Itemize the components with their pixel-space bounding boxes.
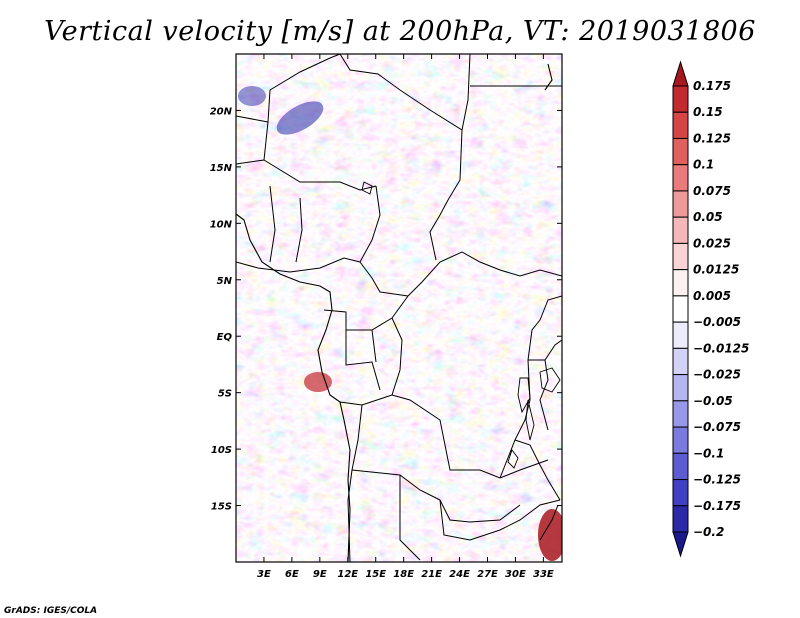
colorbar-label: 0.005 — [693, 289, 731, 303]
lon-tick-label: 9E — [313, 569, 327, 580]
longitude-axis: 3E 6E 9E 12E 15E 18E 21E 24E 27E 30E 33E — [257, 54, 554, 580]
strong-updraft-southeast — [538, 509, 562, 561]
colorbar-label: 0.125 — [693, 131, 731, 145]
lakes — [361, 181, 561, 469]
lon-tick-label: 21E — [421, 569, 442, 580]
colorbar-label: 0.1 — [693, 158, 714, 172]
lat-tick-label: 15N — [210, 163, 233, 174]
colorbar-label: 0.15 — [693, 105, 723, 119]
lon-tick-label: 15E — [365, 569, 386, 580]
lat-tick-label: 5N — [217, 276, 233, 287]
colorbar-segment — [672, 452, 689, 481]
colorbar-label: 0.075 — [693, 184, 731, 198]
downdraft-north — [238, 86, 266, 106]
coastline — [236, 63, 553, 562]
lat-tick-label: 20N — [210, 106, 233, 117]
colorbar-segment — [672, 505, 689, 533]
colorbar-label: −0.2 — [693, 525, 724, 539]
colorbar-label: 0.025 — [693, 236, 731, 250]
credit-label: GrADS: IGES/COLA — [4, 606, 97, 616]
colorbar-segment — [672, 111, 689, 139]
lat-tick-label: 10S — [211, 445, 232, 456]
colorbar-segment — [672, 295, 689, 323]
plot-frame — [235, 53, 563, 563]
lat-tick-label: 15S — [211, 502, 232, 513]
lon-tick-label: 27E — [477, 569, 498, 580]
lon-tick-label: 6E — [285, 569, 299, 580]
colorbar-label: 0.05 — [693, 210, 723, 224]
colorbar-segment — [672, 269, 689, 297]
lat-tick-label: EQ — [217, 332, 233, 343]
colorbar-segment — [672, 164, 689, 192]
colorbar-segment — [672, 242, 689, 271]
lon-tick-label: 33E — [533, 569, 554, 580]
colorbar-segment — [672, 426, 689, 454]
updraft-coast — [304, 372, 332, 392]
colorbar-label: −0.05 — [693, 394, 733, 408]
lat-tick-label: 10N — [210, 219, 233, 230]
colorbar: 0.175 0.15 0.125 0.1 0.075 0.05 0.025 0.0125 0.0… — [672, 60, 749, 558]
colorbar-label: −0.005 — [693, 315, 741, 329]
lon-tick-label: 24E — [449, 569, 470, 580]
downdraft-northwest — [276, 101, 324, 135]
colorbar-segment — [672, 321, 689, 349]
colorbar-label: −0.025 — [693, 368, 741, 382]
colorbar-label: −0.125 — [693, 473, 741, 487]
colorbar-min-arrow — [672, 531, 689, 558]
colorbar-label: −0.0125 — [693, 341, 749, 355]
latitude-axis: 20N 15N 10N 5N EQ 5S 10S 15S — [210, 106, 562, 513]
colorbar-label: −0.1 — [693, 446, 724, 460]
lon-tick-label: 12E — [337, 569, 358, 580]
colorbar-segment — [672, 400, 689, 428]
colorbar-segment — [672, 374, 689, 402]
colorbar-label: 0.175 — [693, 79, 731, 93]
colorbar-segment — [672, 347, 689, 376]
colorbar-segment — [672, 85, 689, 113]
colorbar-segment — [672, 137, 689, 166]
colorbar-segment — [672, 190, 689, 218]
plot-area — [236, 54, 562, 562]
colorbar-max-arrow — [672, 60, 689, 87]
lon-tick-label: 30E — [505, 569, 526, 580]
lon-tick-label: 3E — [257, 569, 271, 580]
colorbar-label: −0.175 — [693, 499, 741, 513]
colorbar-segment — [672, 479, 689, 507]
lon-tick-label: 18E — [393, 569, 414, 580]
chart-title: Vertical velocity [m/s] at 200hPa, VT: 2… — [44, 16, 756, 47]
lat-tick-label: 5S — [218, 389, 232, 400]
colorbar-segment — [672, 216, 689, 244]
country-borders — [236, 54, 562, 562]
colorbar-label: −0.075 — [693, 420, 741, 434]
colorbar-label: 0.0125 — [693, 263, 739, 277]
